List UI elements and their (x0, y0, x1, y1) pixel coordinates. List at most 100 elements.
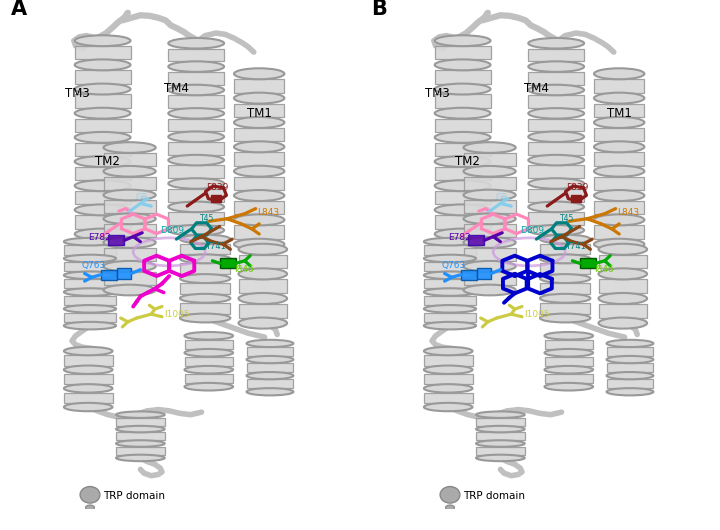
Ellipse shape (168, 131, 224, 142)
Ellipse shape (168, 178, 224, 189)
Ellipse shape (528, 85, 584, 95)
Text: Q763: Q763 (81, 261, 105, 270)
Polygon shape (540, 244, 590, 254)
Ellipse shape (234, 93, 284, 103)
Ellipse shape (594, 215, 644, 225)
Polygon shape (435, 215, 490, 228)
Polygon shape (64, 374, 112, 384)
Ellipse shape (464, 285, 516, 295)
Polygon shape (210, 195, 222, 202)
Polygon shape (238, 255, 287, 268)
Ellipse shape (180, 274, 230, 283)
Ellipse shape (528, 61, 584, 72)
Ellipse shape (180, 235, 230, 244)
Ellipse shape (168, 85, 224, 95)
Polygon shape (606, 363, 654, 372)
Polygon shape (246, 363, 294, 372)
Polygon shape (540, 283, 590, 294)
Ellipse shape (424, 238, 476, 245)
Ellipse shape (168, 61, 224, 72)
Ellipse shape (75, 228, 130, 240)
Polygon shape (435, 94, 490, 108)
Ellipse shape (540, 235, 590, 244)
Text: Q763: Q763 (441, 261, 465, 270)
Ellipse shape (64, 288, 116, 296)
Polygon shape (540, 303, 590, 314)
Ellipse shape (234, 215, 284, 225)
Polygon shape (184, 357, 233, 366)
Polygon shape (180, 283, 230, 294)
Polygon shape (75, 167, 130, 180)
Text: TM2: TM2 (95, 155, 120, 169)
Ellipse shape (594, 238, 644, 250)
Polygon shape (468, 235, 484, 245)
Polygon shape (606, 347, 654, 356)
Ellipse shape (168, 155, 224, 165)
Text: TM1: TM1 (606, 107, 631, 120)
Polygon shape (220, 258, 236, 268)
Text: T45: T45 (560, 214, 574, 223)
Text: I846: I846 (594, 265, 613, 274)
Polygon shape (424, 262, 476, 271)
Ellipse shape (464, 166, 516, 176)
Ellipse shape (464, 190, 516, 200)
Polygon shape (64, 262, 116, 271)
Ellipse shape (594, 117, 644, 128)
Text: TM2: TM2 (455, 155, 480, 169)
Ellipse shape (424, 255, 476, 262)
Ellipse shape (435, 156, 490, 167)
Ellipse shape (598, 268, 647, 279)
Polygon shape (168, 212, 224, 225)
Ellipse shape (116, 455, 165, 461)
Polygon shape (544, 374, 593, 383)
Polygon shape (464, 176, 516, 190)
Ellipse shape (476, 440, 525, 447)
Ellipse shape (606, 372, 654, 379)
Polygon shape (528, 212, 584, 225)
Text: E782: E782 (89, 233, 111, 242)
Polygon shape (234, 176, 284, 190)
Polygon shape (594, 103, 644, 117)
Ellipse shape (246, 372, 294, 379)
Text: I1005: I1005 (523, 310, 549, 319)
Ellipse shape (104, 214, 156, 224)
Polygon shape (435, 191, 490, 205)
Text: I1005: I1005 (163, 310, 189, 319)
Ellipse shape (75, 180, 130, 191)
Ellipse shape (594, 166, 644, 176)
Polygon shape (64, 279, 116, 288)
Ellipse shape (424, 305, 476, 313)
Ellipse shape (168, 201, 224, 212)
Ellipse shape (64, 366, 112, 374)
Polygon shape (424, 313, 476, 322)
Ellipse shape (528, 38, 584, 49)
Ellipse shape (440, 487, 460, 503)
Polygon shape (168, 189, 224, 201)
Text: B: B (371, 0, 387, 19)
Ellipse shape (234, 238, 284, 250)
Ellipse shape (528, 108, 584, 119)
Ellipse shape (234, 117, 284, 128)
Text: TM3: TM3 (425, 87, 449, 100)
Polygon shape (435, 119, 490, 132)
Polygon shape (528, 72, 584, 85)
Polygon shape (238, 304, 287, 317)
Ellipse shape (594, 190, 644, 201)
Polygon shape (594, 225, 644, 238)
Polygon shape (464, 200, 516, 214)
Polygon shape (528, 119, 584, 131)
Ellipse shape (435, 59, 490, 70)
Ellipse shape (606, 356, 654, 363)
Polygon shape (246, 379, 294, 388)
Ellipse shape (540, 254, 590, 263)
Ellipse shape (424, 322, 476, 330)
Ellipse shape (476, 411, 525, 418)
Ellipse shape (528, 201, 584, 212)
Ellipse shape (180, 254, 230, 263)
Text: G8..: G8.. (495, 193, 512, 202)
Text: F839: F839 (207, 182, 229, 191)
Polygon shape (598, 255, 647, 268)
Ellipse shape (544, 332, 593, 340)
Ellipse shape (168, 225, 224, 235)
Ellipse shape (246, 388, 294, 395)
